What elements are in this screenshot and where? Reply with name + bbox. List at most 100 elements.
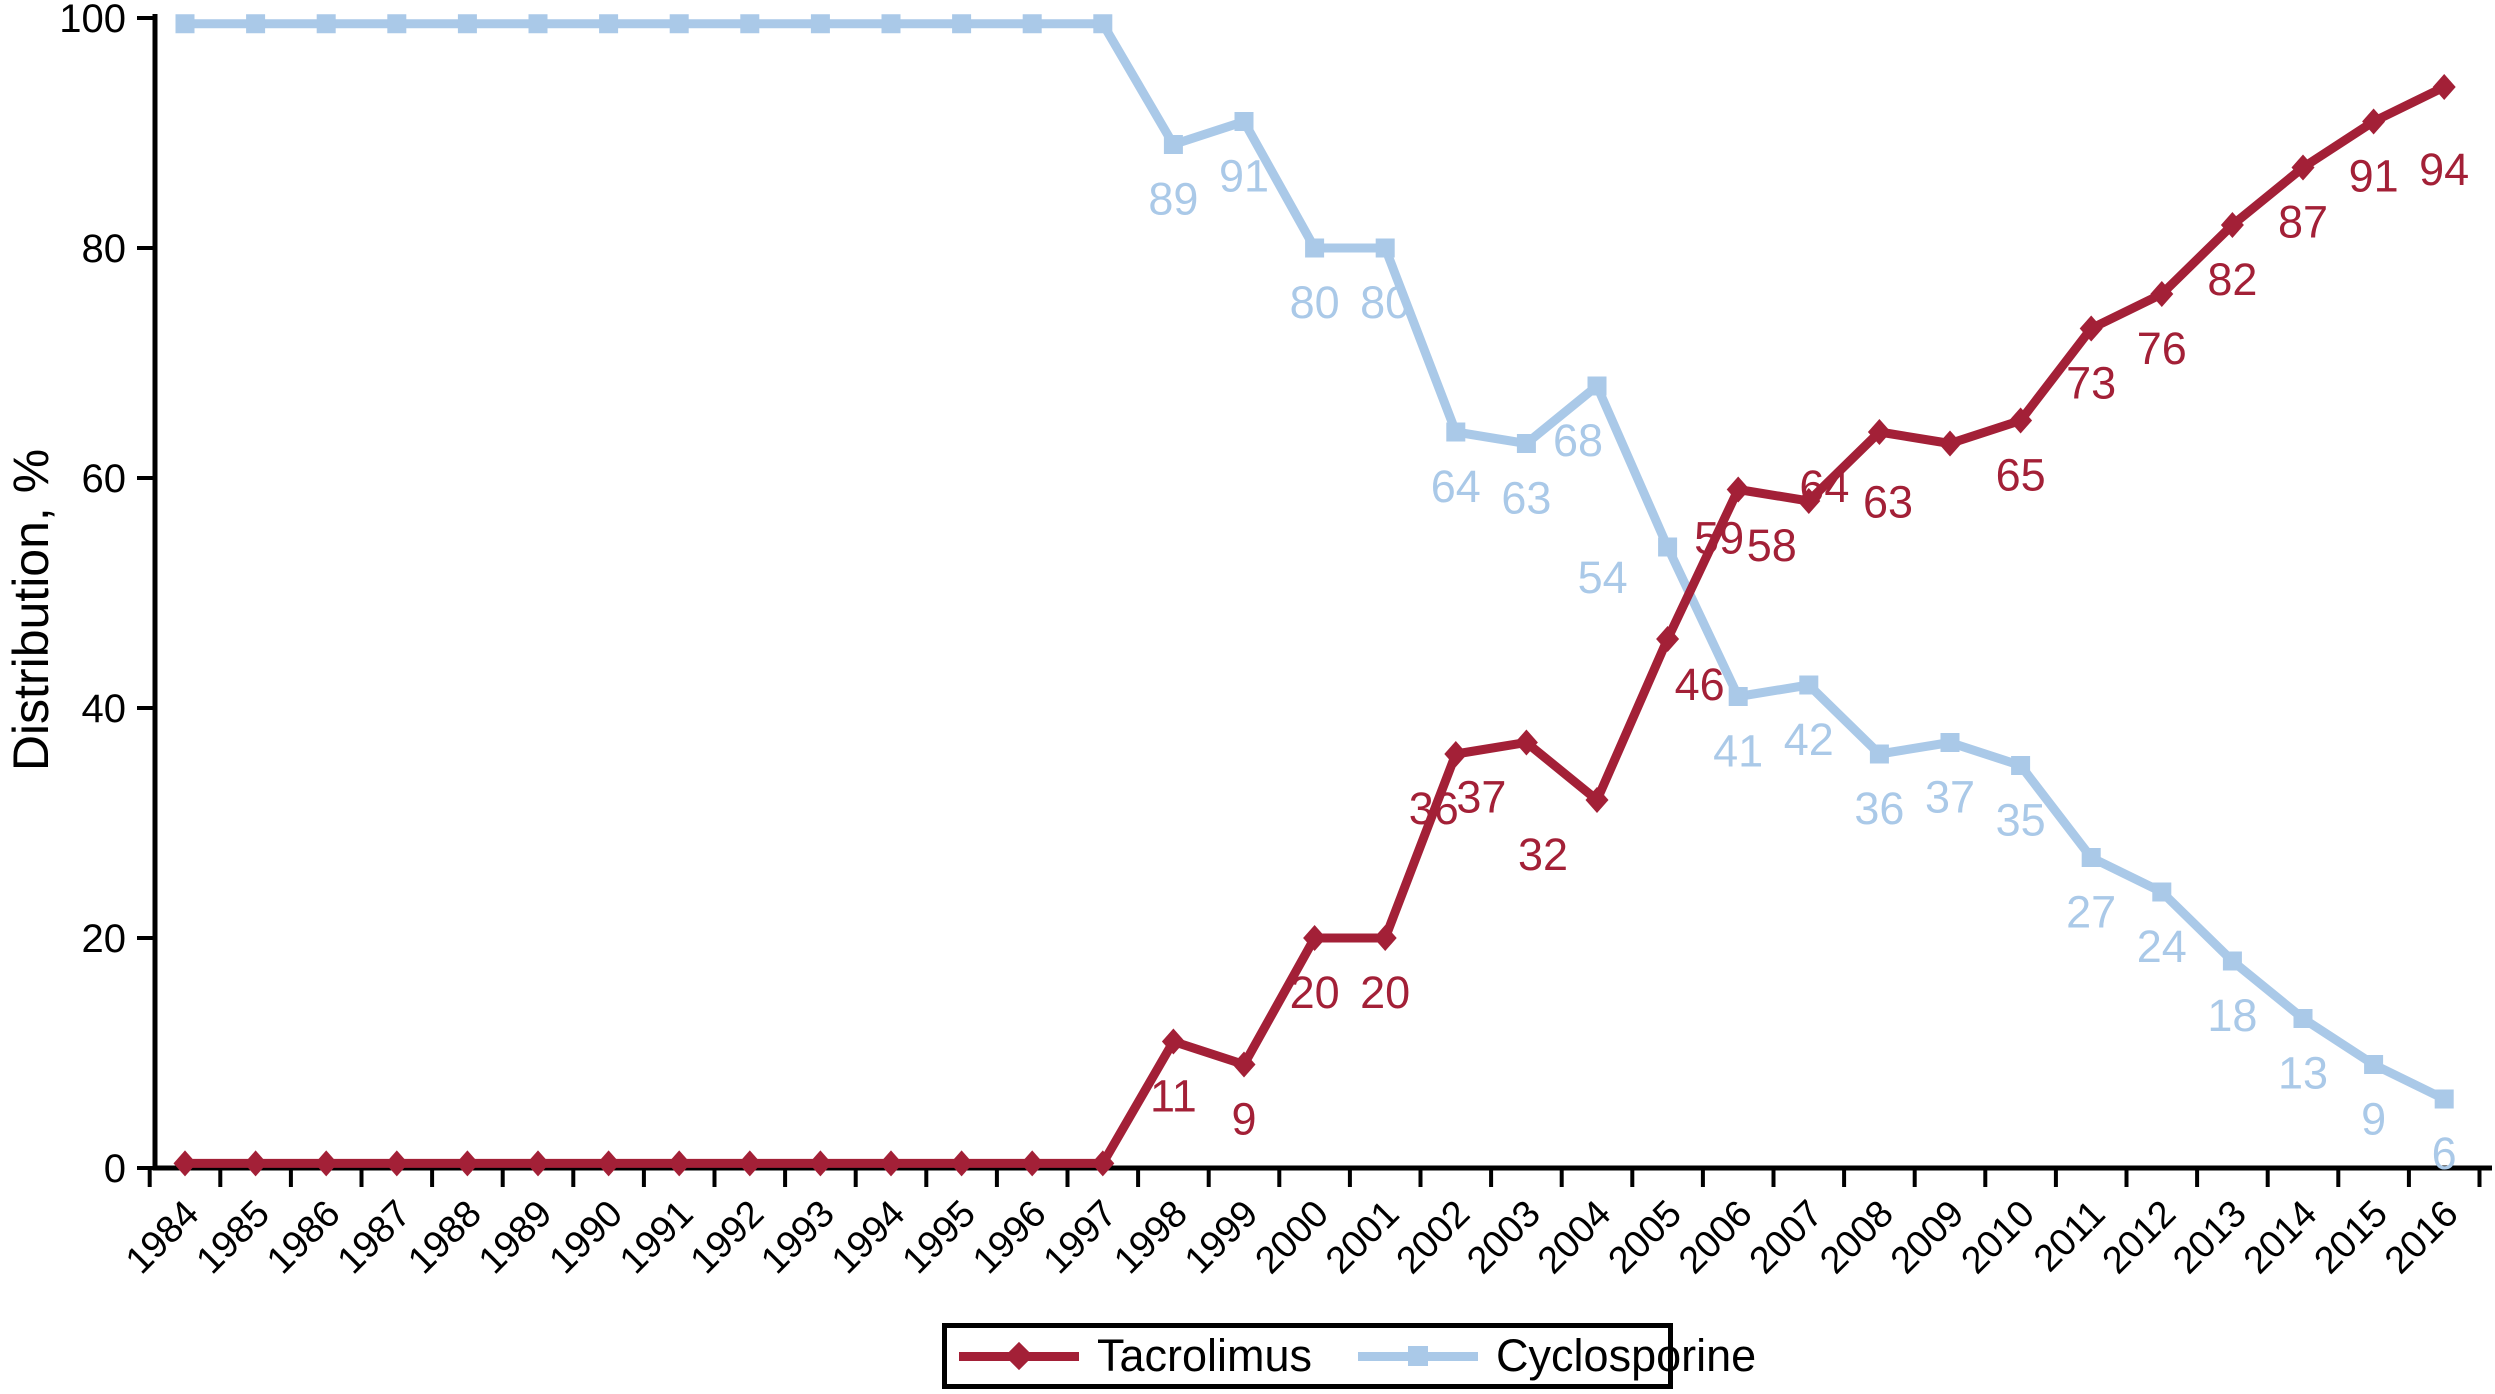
tacrolimus-data-label: 65 — [1996, 450, 2046, 501]
cyclosporine-marker — [810, 14, 830, 34]
cyclosporine-marker — [599, 14, 619, 34]
x-tick-label: 2007 — [1742, 1193, 1831, 1282]
x-tick-label: 1992 — [683, 1193, 772, 1282]
cyclosporine-marker — [1940, 733, 1960, 752]
tacrolimus-marker — [667, 1150, 691, 1177]
x-tick-label: 2001 — [1318, 1193, 1407, 1282]
y-tick-label: 40 — [82, 687, 127, 731]
tacrolimus-marker — [1514, 729, 1538, 756]
cyclosporine-marker — [2152, 882, 2172, 902]
tacrolimus-data-label: 59 — [1694, 513, 1744, 564]
legend-item-cyclosporine: Cyclosporine — [1358, 1330, 1756, 1382]
cyclosporine-data-label: 68 — [1553, 415, 1603, 466]
x-tick-label: 2004 — [1530, 1193, 1619, 1282]
cyclosporine-marker — [740, 14, 760, 34]
cyclosporine-marker — [316, 14, 336, 34]
x-tick-label: 1997 — [1036, 1193, 1125, 1282]
tacrolimus-marker — [1303, 925, 1327, 951]
x-tick-label: 1990 — [541, 1193, 630, 1282]
tacrolimus-marker — [314, 1150, 338, 1177]
cyclosporine-data-label: 13 — [2278, 1048, 2328, 1099]
x-tick-label: 2011 — [2026, 1193, 2113, 1280]
tacrolimus-marker — [1161, 1028, 1185, 1055]
x-tick-label: 2012 — [2095, 1193, 2184, 1282]
cyclosporine-data-label: 89 — [1148, 174, 1198, 225]
cyclosporine-marker — [1093, 14, 1113, 34]
cyclosporine-marker — [2364, 1055, 2384, 1074]
cyclosporine-data-label: 80 — [1290, 277, 1340, 328]
cyclosporine-data-label: 63 — [1501, 473, 1551, 524]
x-tick-label: 2010 — [1953, 1193, 2042, 1282]
cyclosporine-marker — [2011, 756, 2031, 775]
legend-label-tacrolimus: Tacrolimus — [1097, 1330, 1313, 1381]
cyclosporine-data-label: 80 — [1360, 277, 1410, 328]
x-tick-label: 2015 — [2306, 1193, 2395, 1282]
cyclosporine-marker — [1587, 376, 1607, 396]
cyclosporine-data-label: 64 — [1431, 461, 1481, 512]
tacrolimus-marker — [1726, 476, 1750, 503]
tacrolimus-marker — [526, 1150, 550, 1177]
tacrolimus-data-label: 9 — [1231, 1094, 1256, 1145]
tacrolimus-marker — [2009, 407, 2033, 434]
tacrolimus-data-label: 63 — [1863, 477, 1913, 528]
cyclosporine-marker — [1658, 537, 1678, 557]
tacrolimus-marker — [2432, 74, 2456, 100]
cyclosporine-marker — [2081, 848, 2101, 867]
legend-label-cyclosporine: Cyclosporine — [1496, 1330, 1757, 1381]
x-tick-label: 2006 — [1671, 1193, 1760, 1282]
x-tick-label: 1988 — [400, 1193, 489, 1282]
cyclosporine-marker — [175, 14, 195, 34]
x-tick-label: 1991 — [612, 1193, 701, 1282]
y-tick-label: 60 — [82, 457, 127, 501]
tacrolimus-data-label: 91 — [2349, 151, 2399, 202]
cyclosporine-marker — [1022, 14, 1042, 34]
cyclosporine-marker — [1799, 675, 1819, 695]
cyclosporine-line-swatch — [1358, 1346, 1479, 1366]
cyclosporine-data-label: 24 — [2137, 921, 2187, 972]
cyclosporine-marker — [881, 14, 901, 34]
legend: Tacrolimus Cyclosporine — [942, 1323, 1756, 1389]
tacrolimus-data-label: 36 — [1409, 783, 1459, 834]
cyclosporine-marker — [2434, 1089, 2454, 1109]
tacrolimus-marker — [1444, 741, 1468, 767]
x-tick-label: 1987 — [330, 1193, 419, 1282]
cyclosporine-data-label: 42 — [1784, 714, 1834, 765]
tacrolimus-data-label: 94 — [2419, 144, 2469, 195]
x-tick-label: 1986 — [259, 1193, 348, 1282]
tacrolimus-marker — [173, 1150, 197, 1177]
x-tick-label: 2005 — [1600, 1193, 1689, 1282]
tacrolimus-line-swatch — [959, 1341, 1079, 1371]
tacrolimus-marker — [738, 1150, 762, 1177]
x-tick-label: 1985 — [188, 1193, 277, 1282]
cyclosporine-marker — [1728, 687, 1748, 706]
cyclosporine-data-label: 54 — [1578, 552, 1628, 603]
tacrolimus-data-label: 82 — [2207, 254, 2257, 305]
y-tick-label: 100 — [59, 0, 126, 41]
tacrolimus-marker — [597, 1150, 621, 1177]
tacrolimus-marker — [2362, 108, 2386, 135]
cyclosporine-marker — [2222, 951, 2242, 971]
y-tick-label: 80 — [82, 227, 127, 271]
tacrolimus-marker — [455, 1150, 479, 1177]
cyclosporine-data-label: 35 — [1996, 795, 2046, 846]
tacrolimus-data-label: 76 — [2137, 323, 2187, 374]
cyclosporine-data-label: 37 — [1925, 772, 1975, 823]
tacrolimus-marker — [808, 1150, 832, 1177]
tacrolimus-marker — [950, 1150, 974, 1177]
cyclosporine-data-label: 6 — [2432, 1128, 2457, 1179]
tacrolimus-marker — [1938, 430, 1962, 457]
cyclosporine-marker — [952, 14, 972, 34]
tacrolimus-marker — [2150, 281, 2174, 307]
x-tick-label: 2013 — [2165, 1193, 2254, 1282]
y-tick-label: 0 — [104, 1147, 126, 1191]
diamond-marker-icon — [1004, 1341, 1034, 1371]
tacrolimus-marker — [2079, 315, 2103, 342]
x-tick-label: 1994 — [824, 1193, 913, 1282]
tacrolimus-marker — [244, 1150, 268, 1177]
x-tick-label: 1999 — [1177, 1193, 1266, 1282]
x-tick-label: 2009 — [1883, 1193, 1972, 1282]
cyclosporine-marker — [2293, 1009, 2313, 1028]
x-tick-label: 1998 — [1106, 1193, 1195, 1282]
